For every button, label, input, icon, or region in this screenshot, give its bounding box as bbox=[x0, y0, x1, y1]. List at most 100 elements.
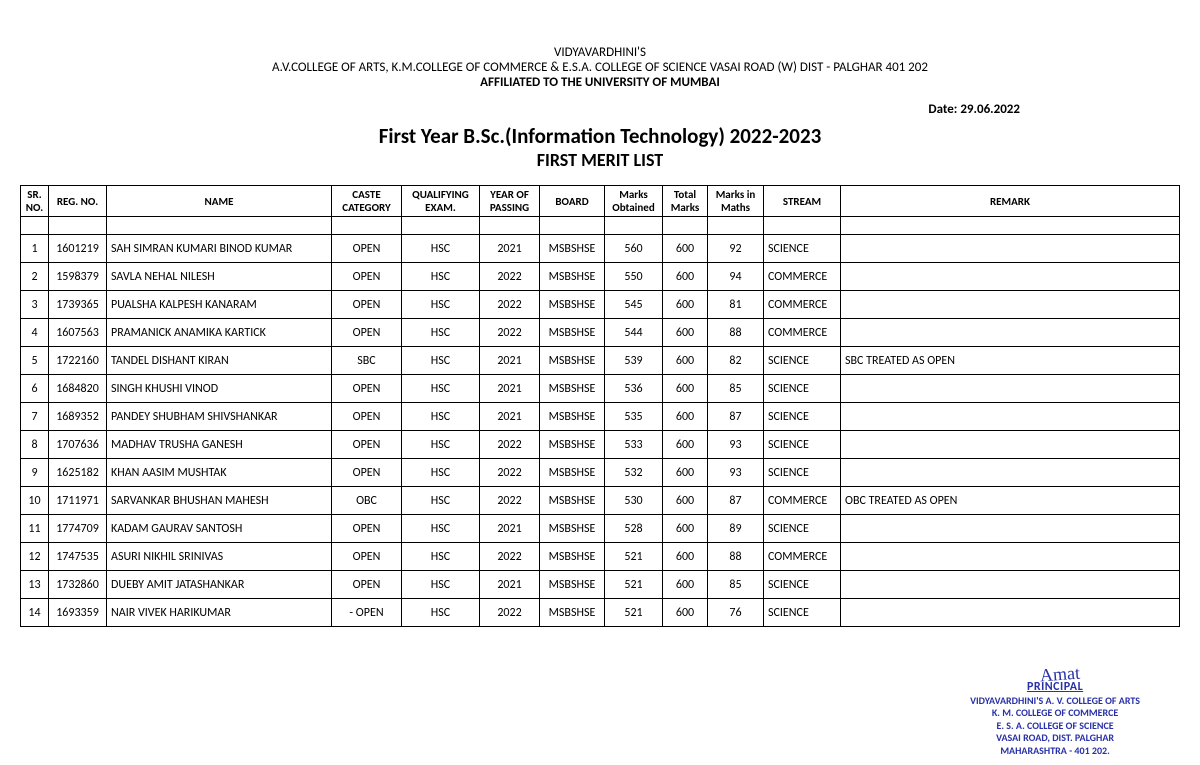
col-sr-no: SR. NO. bbox=[21, 186, 49, 217]
table-cell: COMMERCE bbox=[764, 319, 841, 347]
empty-cell bbox=[480, 217, 540, 235]
table-cell: HSC bbox=[402, 375, 480, 403]
table-cell: HSC bbox=[402, 403, 480, 431]
table-cell: KHAN AASIM MUSHTAK bbox=[107, 459, 332, 487]
table-cell: 9 bbox=[21, 459, 49, 487]
table-cell: HSC bbox=[402, 319, 480, 347]
col-qualifying: QUALIFYING EXAM. bbox=[402, 186, 480, 217]
table-cell: 600 bbox=[663, 431, 708, 459]
table-cell: MSBSHSE bbox=[540, 263, 605, 291]
table-cell: SCIENCE bbox=[764, 459, 841, 487]
table-cell: 89 bbox=[708, 515, 764, 543]
table-cell: 2022 bbox=[480, 543, 540, 571]
empty-cell bbox=[21, 217, 49, 235]
table-cell: 560 bbox=[605, 235, 663, 263]
table-cell: 2021 bbox=[480, 571, 540, 599]
col-reg-no: REG. NO. bbox=[49, 186, 107, 217]
table-cell: 533 bbox=[605, 431, 663, 459]
table-body: 11601219SAH SIMRAN KUMARI BINOD KUMAROPE… bbox=[21, 217, 1180, 627]
table-cell: 2022 bbox=[480, 487, 540, 515]
table-cell: 85 bbox=[708, 375, 764, 403]
table-cell: SINGH KHUSHI VINOD bbox=[107, 375, 332, 403]
col-marks-obtained: Marks Obtained bbox=[605, 186, 663, 217]
table-cell: 545 bbox=[605, 291, 663, 319]
table-cell: 2021 bbox=[480, 347, 540, 375]
table-cell: 521 bbox=[605, 543, 663, 571]
table-cell: SCIENCE bbox=[764, 235, 841, 263]
table-cell: 2 bbox=[21, 263, 49, 291]
table-cell: OPEN bbox=[332, 515, 402, 543]
table-cell: MSBSHSE bbox=[540, 347, 605, 375]
table-header-row: SR. NO. REG. NO. NAME CASTE CATEGORY QUA… bbox=[21, 186, 1180, 217]
empty-cell bbox=[332, 217, 402, 235]
table-cell: MSBSHSE bbox=[540, 235, 605, 263]
table-cell: COMMERCE bbox=[764, 543, 841, 571]
table-cell: 2022 bbox=[480, 319, 540, 347]
empty-cell bbox=[841, 217, 1180, 235]
table-cell: 85 bbox=[708, 571, 764, 599]
table-cell: 600 bbox=[663, 263, 708, 291]
table-cell: 535 bbox=[605, 403, 663, 431]
table-cell: 600 bbox=[663, 543, 708, 571]
table-cell: SBC bbox=[332, 347, 402, 375]
col-board: BOARD bbox=[540, 186, 605, 217]
table-cell: SBC TREATED AS OPEN bbox=[841, 347, 1180, 375]
table-cell: DUEBY AMIT JATASHANKAR bbox=[107, 571, 332, 599]
table-cell: 92 bbox=[708, 235, 764, 263]
table-cell: 2021 bbox=[480, 375, 540, 403]
table-cell: 2022 bbox=[480, 431, 540, 459]
table-cell bbox=[841, 319, 1180, 347]
table-cell: 521 bbox=[605, 571, 663, 599]
table-row: 111774709KADAM GAURAV SANTOSHOPENHSC2021… bbox=[21, 515, 1180, 543]
col-stream: STREAM bbox=[764, 186, 841, 217]
table-cell bbox=[841, 599, 1180, 627]
institution-line2: A.V.COLLEGE OF ARTS, K.M.COLLEGE OF COMM… bbox=[20, 60, 1180, 75]
table-cell bbox=[841, 515, 1180, 543]
table-row: 101711971SARVANKAR BHUSHAN MAHESHOBCHSC2… bbox=[21, 487, 1180, 515]
table-cell: HSC bbox=[402, 543, 480, 571]
table-cell: MSBSHSE bbox=[540, 487, 605, 515]
empty-cell bbox=[49, 217, 107, 235]
table-cell: 2021 bbox=[480, 403, 540, 431]
table-row bbox=[21, 217, 1180, 235]
table-cell: HSC bbox=[402, 515, 480, 543]
principal-stamp: PRINCIPAL VIDYAVARDHINI'S A. V. COLLEGE … bbox=[970, 680, 1140, 758]
table-cell bbox=[841, 431, 1180, 459]
table-cell: 600 bbox=[663, 347, 708, 375]
table-cell: MSBSHSE bbox=[540, 431, 605, 459]
list-title: FIRST MERIT LIST bbox=[20, 149, 1180, 171]
table-cell: 544 bbox=[605, 319, 663, 347]
table-cell: 1707636 bbox=[49, 431, 107, 459]
table-cell: 1601219 bbox=[49, 235, 107, 263]
table-cell: 2022 bbox=[480, 263, 540, 291]
table-row: 61684820SINGH KHUSHI VINODOPENHSC2021MSB… bbox=[21, 375, 1180, 403]
table-cell: MSBSHSE bbox=[540, 571, 605, 599]
document-title-block: First Year B.Sc.(Information Technology)… bbox=[20, 123, 1180, 171]
table-cell bbox=[841, 459, 1180, 487]
table-cell bbox=[841, 235, 1180, 263]
table-cell: 87 bbox=[708, 403, 764, 431]
table-cell: 12 bbox=[21, 543, 49, 571]
stamp-line4: VASAI ROAD, DIST. PALGHAR bbox=[970, 732, 1140, 745]
empty-cell bbox=[708, 217, 764, 235]
table-cell: 87 bbox=[708, 487, 764, 515]
table-cell: 600 bbox=[663, 459, 708, 487]
table-cell: MSBSHSE bbox=[540, 543, 605, 571]
table-cell: HSC bbox=[402, 599, 480, 627]
stamp-line2: K. M. COLLEGE OF COMMERCE bbox=[970, 707, 1140, 720]
stamp-principal: PRINCIPAL bbox=[970, 680, 1140, 695]
table-cell: 1684820 bbox=[49, 375, 107, 403]
institution-line1: VIDYAVARDHINI'S bbox=[20, 45, 1180, 60]
table-cell: 10 bbox=[21, 487, 49, 515]
table-cell: COMMERCE bbox=[764, 487, 841, 515]
table-cell: 600 bbox=[663, 235, 708, 263]
table-cell: 530 bbox=[605, 487, 663, 515]
empty-cell bbox=[764, 217, 841, 235]
table-cell: HSC bbox=[402, 459, 480, 487]
table-cell: 600 bbox=[663, 487, 708, 515]
table-cell: 600 bbox=[663, 571, 708, 599]
table-cell: 539 bbox=[605, 347, 663, 375]
table-cell: OPEN bbox=[332, 319, 402, 347]
table-cell bbox=[841, 291, 1180, 319]
table-cell: 11 bbox=[21, 515, 49, 543]
